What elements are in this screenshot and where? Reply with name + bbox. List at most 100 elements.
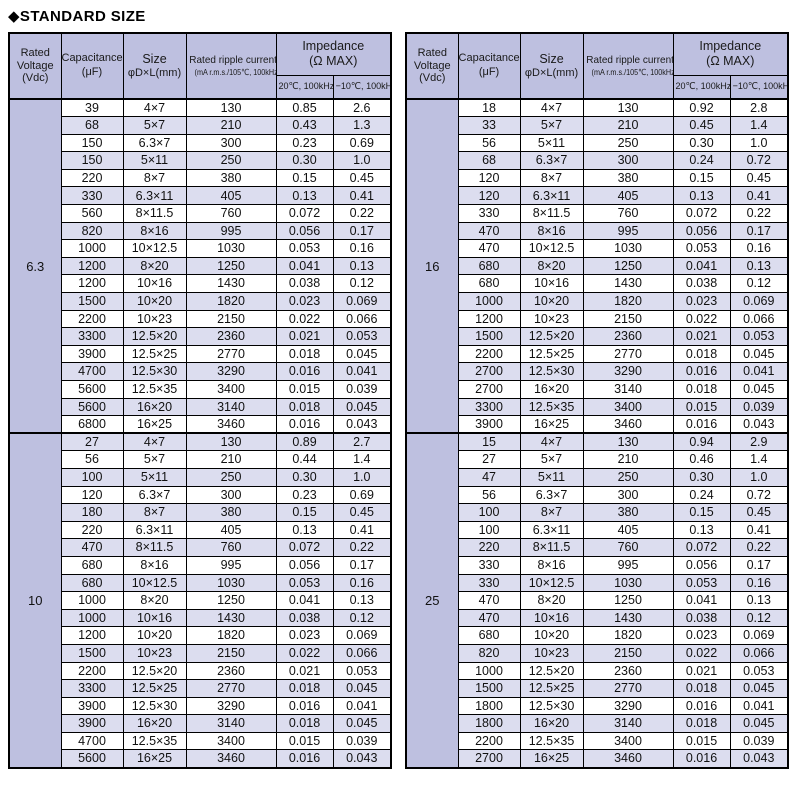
ripple-current-cell: 380 [185, 168, 277, 188]
impedance-neg10c-cell: 0.17 [332, 221, 392, 241]
size-cell: 8×20 [122, 256, 187, 276]
ripple-current-cell: 210 [185, 450, 277, 469]
table-row: 680 8×16 995 0.056 0.17 [9, 555, 392, 575]
size-cell: 6.3×11 [519, 520, 584, 540]
ripple-current-cell: 1820 [582, 626, 674, 645]
ripple-current-cell: 1250 [582, 256, 674, 276]
ripple-current-cell: 1430 [185, 608, 277, 628]
impedance-neg10c-cell: 0.039 [332, 731, 392, 751]
impedance-20c-cell: 0.15 [672, 168, 731, 188]
impedance-neg10c-cell: 0.043 [332, 415, 392, 434]
ripple-current-cell: 2150 [185, 309, 277, 329]
table-row: 1200 10×20 1820 0.023 0.069 [9, 626, 392, 645]
impedance-20c-cell: 0.056 [275, 221, 334, 241]
table-row: 820 8×16 995 0.056 0.17 [9, 221, 392, 241]
ripple-current-cell: 210 [582, 116, 674, 135]
impedance-neg10c-cell: 0.45 [332, 503, 392, 522]
impedance-20c-cell: 0.13 [672, 520, 731, 540]
size-cell: 12.5×35 [122, 380, 187, 399]
ripple-current-cell: 405 [185, 186, 277, 206]
impedance-neg10c-cell: 0.41 [729, 520, 789, 540]
impedance-neg10c-cell: 0.039 [729, 731, 789, 751]
table-row: 68 5×7 210 0.43 1.3 [9, 116, 392, 135]
capacitance-cell: 1500 [60, 292, 124, 311]
ripple-current-cell: 3460 [582, 415, 674, 434]
table-row: 1000 12.5×20 2360 0.021 0.053 [406, 661, 789, 681]
impedance-20c-cell: 0.13 [672, 186, 731, 206]
impedance-neg10c-cell: 0.041 [729, 696, 789, 716]
capacitance-cell: 470 [457, 591, 521, 610]
ripple-current-cell: 3400 [582, 731, 674, 751]
size-cell: 6.3×7 [519, 151, 584, 170]
capacitance-cell: 1500 [457, 327, 521, 346]
table-row: 470 10×12.5 1030 0.053 0.16 [406, 239, 789, 258]
header-ripple-current: Rated ripple current (mA r.m.s./105℃, 10… [185, 32, 277, 100]
impedance-20c-cell: 0.13 [275, 520, 334, 540]
size-cell: 8×11.5 [122, 538, 187, 557]
table-row: 1800 16×20 3140 0.018 0.045 [406, 714, 789, 733]
header-ripple-line2: (mA r.m.s./105℃, 100kHz) [591, 67, 674, 78]
table-row: 330 8×16 995 0.056 0.17 [406, 555, 789, 575]
ripple-current-cell: 3460 [582, 749, 674, 769]
impedance-neg10c-cell: 0.069 [332, 626, 392, 645]
capacitance-cell: 120 [60, 485, 124, 505]
capacitance-cell: 330 [60, 186, 124, 206]
ripple-current-cell: 1030 [185, 239, 277, 258]
impedance-neg10c-cell: 1.0 [332, 151, 392, 170]
table-row: 2700 12.5×30 3290 0.016 0.041 [406, 362, 789, 381]
impedance-neg10c-cell: 0.69 [332, 133, 392, 153]
impedance-neg10c-cell: 0.13 [332, 256, 392, 276]
capacitance-cell: 39 [60, 98, 124, 118]
capacitance-cell: 56 [60, 450, 124, 469]
impedance-20c-cell: 0.44 [275, 450, 334, 469]
table-row: 1000 8×20 1250 0.041 0.13 [9, 591, 392, 610]
table-row: 5600 12.5×35 3400 0.015 0.039 [9, 380, 392, 399]
table-row: 25 15 4×7 130 0.94 2.9 [405, 432, 789, 769]
capacitance-cell: 330 [457, 555, 521, 575]
impedance-neg10c-cell: 0.069 [729, 292, 789, 311]
impedance-20c-cell: 0.038 [672, 274, 731, 294]
ripple-current-cell: 1250 [185, 256, 277, 276]
size-cell: 12.5×35 [519, 731, 584, 751]
impedance-neg10c-cell: 0.069 [332, 292, 392, 311]
table-row: 6800 16×25 3460 0.016 0.043 [9, 415, 392, 434]
impedance-20c-cell: 0.015 [672, 397, 731, 417]
size-cell: 12.5×30 [122, 362, 187, 381]
table-row: 2200 12.5×35 3400 0.015 0.039 [406, 731, 789, 751]
table-row: 330 6.3×11 405 0.13 0.41 [9, 186, 392, 206]
capacitance-cell: 120 [457, 186, 521, 206]
impedance-neg10c-cell: 0.039 [729, 397, 789, 417]
impedance-neg10c-cell: 0.45 [332, 168, 392, 188]
impedance-20c-cell: 0.018 [672, 380, 731, 399]
ripple-current-cell: 3140 [185, 397, 277, 417]
table-row: 560 8×11.5 760 0.072 0.22 [9, 204, 392, 223]
capacitance-cell: 680 [457, 274, 521, 294]
impedance-neg10c-cell: 0.22 [332, 204, 392, 223]
table-row: 820 10×23 2150 0.022 0.066 [406, 643, 789, 663]
table-row: 680 8×20 1250 0.041 0.13 [406, 256, 789, 276]
header-impedance-neg10c: −10℃, 100kHz [332, 74, 392, 100]
ripple-current-cell: 3140 [185, 714, 277, 733]
impedance-20c-cell: 0.072 [672, 204, 731, 223]
table-row: 470 8×20 1250 0.041 0.13 [406, 591, 789, 610]
size-cell: 12.5×25 [122, 344, 187, 364]
header-rated-voltage: Rated Voltage (Vdc) [8, 32, 62, 100]
size-cell: 10×23 [122, 309, 187, 329]
size-cell: 5×11 [519, 467, 584, 487]
impedance-neg10c-cell: 0.043 [332, 749, 392, 769]
capacitance-cell: 470 [457, 221, 521, 241]
ripple-current-cell: 130 [185, 98, 277, 118]
capacitance-cell: 1200 [60, 274, 124, 294]
impedance-neg10c-cell: 0.17 [332, 555, 392, 575]
capacitance-cell: 180 [60, 503, 124, 522]
capacitance-cell: 33 [457, 116, 521, 135]
impedance-neg10c-cell: 0.13 [332, 591, 392, 610]
impedance-neg10c-cell: 2.7 [332, 432, 392, 452]
table-row: 330 10×12.5 1030 0.053 0.16 [406, 573, 789, 593]
impedance-neg10c-cell: 0.16 [729, 239, 789, 258]
ripple-current-cell: 1430 [582, 274, 674, 294]
impedance-20c-cell: 0.85 [275, 98, 334, 118]
capacitance-cell: 68 [60, 116, 124, 135]
impedance-20c-cell: 0.018 [275, 714, 334, 733]
capacitance-cell: 3900 [60, 714, 124, 733]
